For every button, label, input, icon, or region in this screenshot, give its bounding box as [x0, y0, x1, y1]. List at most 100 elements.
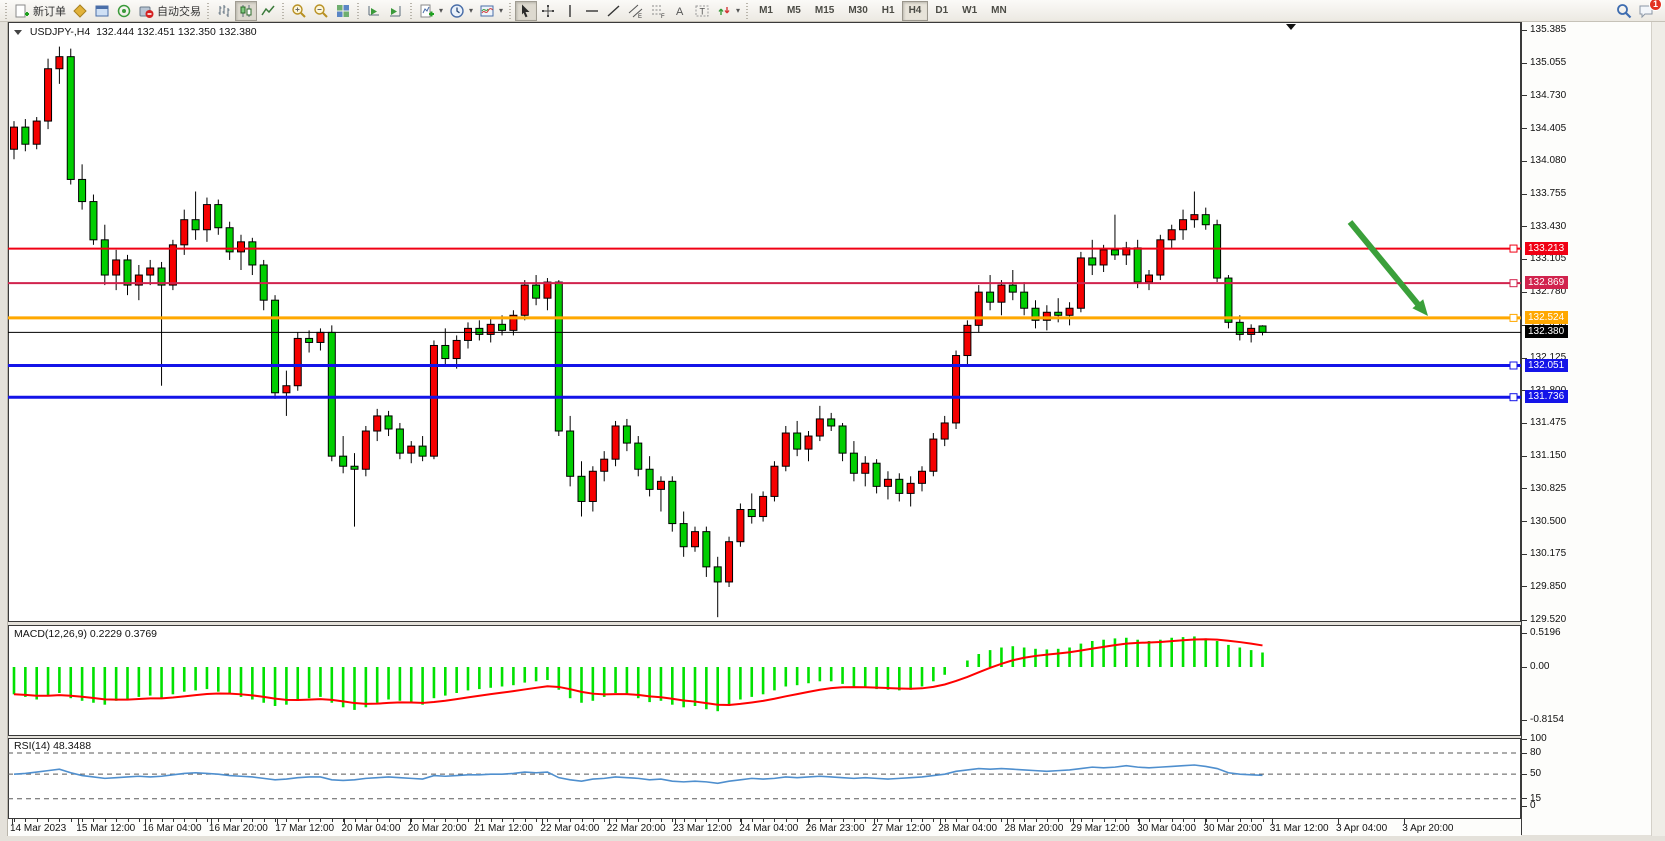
autotrading-button[interactable]: 自动交易: [135, 1, 204, 21]
axis-tick: [1522, 128, 1527, 130]
candle: [1076, 251, 1085, 313]
auto-scroll-button[interactable]: [363, 1, 385, 21]
candle: [997, 280, 1006, 316]
candle: [679, 511, 688, 557]
candle: [202, 197, 211, 242]
price-chart-pane[interactable]: [8, 22, 1521, 622]
candle: [702, 526, 711, 577]
horizontal-line-tool-button[interactable]: [581, 1, 603, 21]
line-anchor-handle[interactable]: [1509, 279, 1518, 288]
candle: [895, 473, 904, 502]
crosshair-tool-button[interactable]: [537, 1, 559, 21]
time-tick: [763, 819, 765, 822]
timeframe-button-m15[interactable]: M15: [808, 1, 841, 21]
signals-button[interactable]: [113, 1, 135, 21]
time-tick: [547, 819, 549, 822]
chart-title[interactable]: USDJPY-,H4 132.444 132.451 132.350 132.3…: [14, 26, 257, 38]
templates-button[interactable]: ▾: [476, 1, 506, 21]
tile-windows-button[interactable]: [332, 1, 354, 21]
trendline-tool-button[interactable]: [603, 1, 625, 21]
signals-icon: [117, 4, 131, 17]
indicators-icon: [420, 4, 434, 17]
time-tick-major: [873, 819, 875, 824]
time-tick: [1171, 819, 1173, 822]
time-tick: [990, 819, 992, 822]
periods-button[interactable]: ▾: [446, 1, 476, 21]
dropdown-caret-icon: ▾: [469, 6, 474, 15]
line-anchor-handle[interactable]: [1509, 361, 1518, 370]
label-tool-button[interactable]: T: [691, 1, 713, 21]
candle: [713, 556, 722, 618]
time-tick: [774, 819, 776, 822]
svg-text:F: F: [661, 14, 665, 19]
svg-text:A: A: [676, 6, 684, 18]
candle: [1020, 282, 1029, 316]
candle: [1179, 209, 1188, 240]
time-tick: [388, 819, 390, 822]
candle: [793, 420, 802, 457]
line-anchor-handle[interactable]: [1509, 313, 1518, 322]
cursor-tool-button[interactable]: [515, 0, 538, 21]
candle: [180, 209, 189, 255]
candle: [21, 119, 30, 152]
axis-label: -0.8154: [1530, 714, 1564, 725]
arrows-tool-button[interactable]: ▾: [713, 1, 743, 21]
timeframe-button-h4[interactable]: H4: [901, 0, 929, 21]
axis-label: 129.850: [1530, 580, 1567, 592]
time-tick: [695, 819, 696, 822]
market-watch-button[interactable]: [69, 1, 91, 21]
time-tick: [14, 819, 15, 822]
notifications-button[interactable]: 1: [1635, 0, 1662, 21]
window-bottom-edge: [0, 836, 1665, 841]
candle: [214, 199, 223, 235]
line-chart-button[interactable]: [257, 1, 279, 21]
zoom-in-button[interactable]: [288, 1, 310, 21]
timeframe-button-m5[interactable]: M5: [780, 1, 808, 21]
price-axis[interactable]: 135.385 135.055 134.730 134.405 134.080 133.7…: [1521, 22, 1651, 835]
one-click-trading-toggle-icon[interactable]: [14, 30, 22, 35]
axis-tick: [1522, 773, 1527, 775]
timeframe-button-mn[interactable]: MN: [984, 1, 1014, 21]
axis-tick: [1522, 553, 1527, 555]
candle: [1190, 191, 1199, 228]
line-chart-icon: [261, 5, 275, 15]
fibonacci-tool-button[interactable]: F: [647, 1, 669, 21]
svg-text:E: E: [638, 14, 642, 19]
candle: [464, 322, 472, 349]
vertical-line-tool-button[interactable]: [559, 1, 581, 21]
time-axis[interactable]: 14 Mar 2023 15 Mar 12:00 16 Mar 04:00 16 Ma…: [8, 819, 1521, 836]
line-anchor-handle[interactable]: [1509, 393, 1518, 402]
indicators-button[interactable]: ▾: [416, 1, 446, 21]
timeframe-button-m30[interactable]: M30: [841, 1, 874, 21]
bar-chart-button[interactable]: [213, 1, 235, 21]
zoom-out-button[interactable]: [310, 1, 332, 21]
candle: [10, 121, 18, 160]
candle: [305, 330, 314, 353]
candle: [66, 48, 75, 185]
text-tool-button[interactable]: A: [669, 1, 691, 21]
candle: [1235, 315, 1244, 341]
navigator-button[interactable]: [91, 1, 113, 21]
channel-tool-button[interactable]: E: [625, 1, 647, 21]
chart-shift-button[interactable]: [385, 1, 407, 21]
candle: [906, 476, 915, 507]
timeframe-button-w1[interactable]: W1: [955, 1, 984, 21]
price-level-lines[interactable]: [8, 244, 1521, 402]
time-tick: [808, 819, 810, 822]
search-button[interactable]: [1613, 1, 1635, 21]
chart-shift-marker-icon[interactable]: [1286, 24, 1296, 30]
macd-indicator-pane[interactable]: [8, 625, 1521, 736]
toolbar-grip: [508, 2, 514, 19]
timeframe-button-m1[interactable]: M1: [752, 1, 780, 21]
line-anchor-handle[interactable]: [1509, 244, 1518, 253]
timeframe-button-h1[interactable]: H1: [875, 1, 902, 21]
candlestick-chart-button[interactable]: [235, 0, 257, 21]
time-tick: [785, 819, 787, 822]
timeframe-button-d1[interactable]: D1: [928, 1, 955, 21]
trend-arrow-annotation[interactable]: [1347, 220, 1428, 316]
macd-indicator-label: MACD(12,26,9) 0.2229 0.3769: [14, 628, 158, 640]
time-tick: [887, 819, 889, 822]
time-tick-major: [807, 819, 809, 824]
candle: [225, 221, 234, 260]
new-order-button[interactable]: 新订单: [11, 1, 69, 21]
